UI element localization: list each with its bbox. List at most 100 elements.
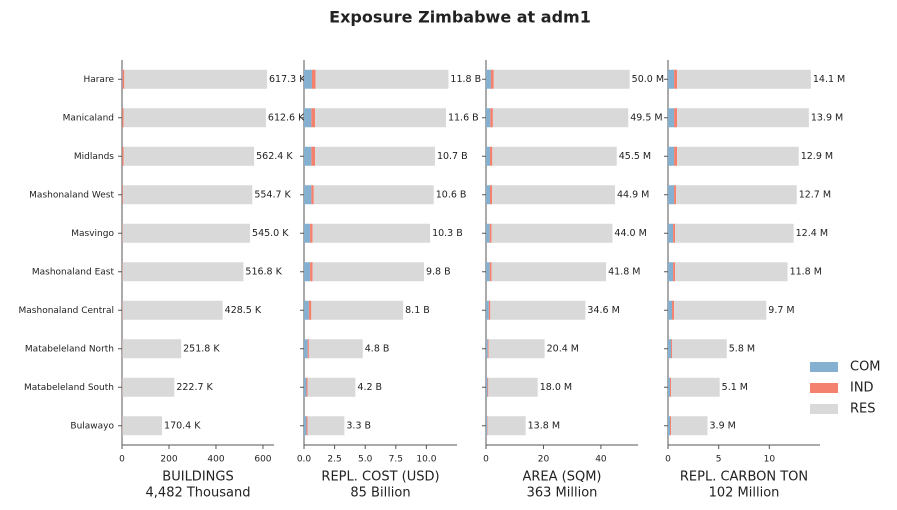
bar-segment bbox=[123, 108, 266, 128]
value-label: 170.4 K bbox=[164, 420, 201, 431]
x-tick-label: 5 bbox=[716, 455, 722, 465]
value-label: 34.6 M bbox=[587, 305, 619, 316]
bar-segment bbox=[311, 185, 314, 205]
bar-segment bbox=[490, 185, 493, 205]
bar-segment bbox=[670, 416, 672, 436]
bar-segment bbox=[668, 108, 675, 128]
x-axis-label: 4,482 Thousand bbox=[146, 486, 251, 501]
y-tick-label: Mashonaland West bbox=[29, 190, 114, 200]
value-label: 3.9 M bbox=[710, 420, 736, 431]
bar-segment bbox=[674, 108, 678, 128]
bar-segment bbox=[668, 146, 675, 166]
x-tick-label: 40 bbox=[595, 455, 607, 465]
bar-segment bbox=[675, 262, 788, 282]
value-label: 516.8 K bbox=[245, 266, 282, 277]
bar-segment bbox=[671, 377, 720, 397]
legend-label: COM bbox=[850, 360, 881, 375]
bar-segment bbox=[486, 339, 488, 359]
bar-segment bbox=[493, 69, 630, 89]
x-axis-label: 363 Million bbox=[527, 486, 598, 501]
y-tick-label: Midlands bbox=[74, 152, 114, 162]
bar-segment bbox=[668, 262, 674, 282]
bar-segment bbox=[304, 377, 307, 397]
value-label: 12.9 M bbox=[801, 151, 833, 162]
bar-segment bbox=[488, 300, 491, 320]
x-tick-label: 200 bbox=[160, 455, 177, 465]
legend-swatch bbox=[810, 404, 838, 414]
value-label: 5.1 M bbox=[722, 382, 748, 393]
bar-segment bbox=[486, 69, 491, 89]
bar-segment bbox=[304, 69, 312, 89]
bar-segment bbox=[307, 377, 356, 397]
value-label: 222.7 K bbox=[176, 382, 213, 393]
value-label: 18.0 M bbox=[540, 382, 572, 393]
bar-segment bbox=[668, 339, 672, 359]
value-label: 4.2 B bbox=[357, 382, 382, 393]
value-label: 9.7 M bbox=[768, 305, 794, 316]
bar-segment bbox=[487, 377, 489, 397]
value-label: 612.6 K bbox=[268, 112, 305, 123]
x-tick-label: 0 bbox=[665, 455, 671, 465]
legend-label: RES bbox=[850, 402, 876, 417]
legend-label: IND bbox=[850, 381, 874, 396]
bar-segment bbox=[306, 416, 308, 436]
chart-title: Exposure Zimbabwe at adm1 bbox=[329, 8, 591, 27]
bar-segment bbox=[486, 185, 491, 205]
bar-segment bbox=[673, 223, 676, 243]
bar-segment bbox=[672, 300, 675, 320]
bar-segment bbox=[674, 69, 678, 89]
bar-segment bbox=[122, 223, 251, 243]
bar-segment bbox=[490, 108, 493, 128]
bar-segment bbox=[668, 416, 671, 436]
bar-segment bbox=[488, 377, 538, 397]
bar-segment bbox=[486, 108, 491, 128]
value-label: 45.5 M bbox=[619, 151, 651, 162]
bar-segment bbox=[677, 69, 811, 89]
bar-segment bbox=[122, 69, 125, 89]
bar-segment bbox=[674, 185, 677, 205]
bar-segment bbox=[122, 416, 163, 436]
bar-segment bbox=[486, 377, 488, 397]
legend-swatch bbox=[810, 362, 838, 372]
value-label: 50.0 M bbox=[632, 74, 664, 85]
x-axis-label: 102 Million bbox=[709, 486, 780, 501]
x-tick-label: 5.0 bbox=[358, 455, 373, 465]
bar-segment bbox=[487, 416, 488, 436]
bar-segment bbox=[486, 300, 489, 320]
bar-segment bbox=[122, 262, 244, 282]
value-label: 562.4 K bbox=[256, 151, 293, 162]
value-label: 617.3 K bbox=[269, 74, 306, 85]
bar-segment bbox=[675, 223, 794, 243]
value-label: 554.7 K bbox=[254, 189, 291, 200]
value-label: 10.6 B bbox=[436, 189, 467, 200]
bar-segment bbox=[315, 69, 449, 89]
value-label: 11.8 M bbox=[790, 266, 822, 277]
bar-segment bbox=[492, 108, 629, 128]
bar-segment bbox=[122, 185, 253, 205]
bar-segment bbox=[307, 416, 345, 436]
bar-segment bbox=[124, 69, 268, 89]
bar-segment bbox=[486, 416, 488, 436]
y-tick-label: Bulawayo bbox=[70, 421, 114, 431]
x-axis-label: BUILDINGS bbox=[162, 470, 233, 485]
bar-segment bbox=[123, 146, 255, 166]
bar-segment bbox=[313, 185, 434, 205]
y-tick-label: Harare bbox=[83, 75, 114, 85]
bar-segment bbox=[677, 146, 799, 166]
bar-segment bbox=[490, 300, 586, 320]
bar-segment bbox=[310, 223, 313, 243]
x-tick-label: 0 bbox=[483, 455, 489, 465]
value-label: 44.0 M bbox=[614, 228, 646, 239]
value-label: 3.3 B bbox=[346, 420, 371, 431]
bar-segment bbox=[304, 262, 311, 282]
x-tick-label: 400 bbox=[207, 455, 224, 465]
value-label: 12.4 M bbox=[796, 228, 828, 239]
value-label: 251.8 K bbox=[183, 343, 220, 354]
bar-segment bbox=[304, 339, 308, 359]
value-label: 14.1 M bbox=[813, 74, 845, 85]
x-tick-label: 10.0 bbox=[416, 455, 436, 465]
value-label: 8.1 B bbox=[405, 305, 430, 316]
bar-segment bbox=[312, 223, 431, 243]
bar-segment bbox=[308, 300, 312, 320]
